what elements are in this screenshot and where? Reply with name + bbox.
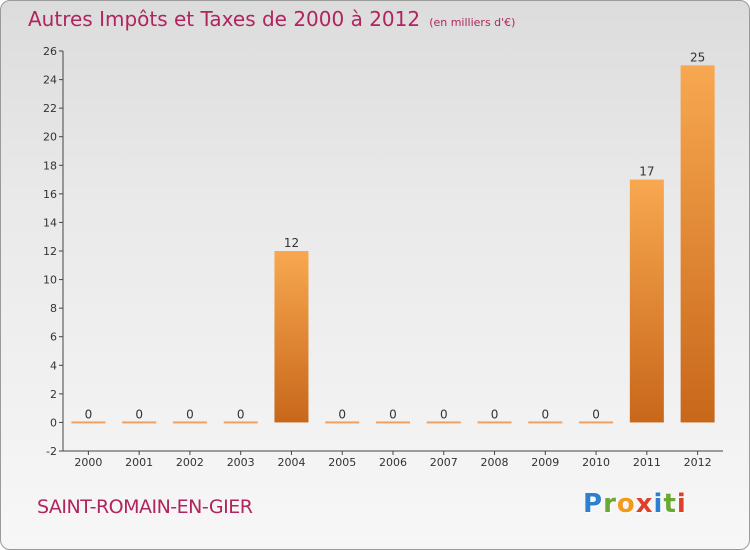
logo-letter: x [635, 489, 654, 519]
bar [680, 65, 715, 423]
y-tick-label: 12 [43, 245, 57, 258]
y-tick-label: 14 [43, 216, 57, 229]
bar [426, 421, 461, 424]
data-label: 0 [135, 407, 143, 421]
y-tick-label: 4 [50, 359, 57, 372]
data-label: 0 [440, 407, 448, 421]
y-tick-label: 0 [50, 416, 57, 429]
bar [477, 421, 512, 424]
y-tick-label: 26 [43, 45, 57, 58]
x-tick-label: 2010 [582, 456, 610, 469]
logo-letter: i [653, 489, 664, 519]
x-tick-label: 2001 [125, 456, 153, 469]
logo-letter: P [583, 489, 604, 519]
x-tick-label: 2011 [633, 456, 661, 469]
x-tick-label: 2003 [227, 456, 255, 469]
data-label: 0 [338, 407, 346, 421]
y-tick-label: 20 [43, 131, 57, 144]
data-label: 0 [491, 407, 499, 421]
data-label: 17 [639, 165, 654, 179]
bar [122, 421, 157, 424]
y-tick-label: 18 [43, 159, 57, 172]
data-label: 0 [592, 407, 600, 421]
x-tick-label: 2006 [379, 456, 407, 469]
bar [376, 421, 410, 424]
x-tick-label: 2007 [430, 456, 458, 469]
bar [172, 421, 207, 424]
x-tick-label: 2004 [277, 456, 305, 469]
title-main: Autres Impôts et Taxes de 2000 à 2012 [28, 7, 421, 31]
bar [223, 421, 258, 424]
y-tick-label: 2 [50, 388, 57, 401]
x-tick-label: 2008 [481, 456, 509, 469]
proxiti-logo: Proxiti [583, 489, 687, 519]
bar [579, 421, 614, 424]
logo-letter: t [663, 489, 677, 519]
x-tick-label: 2012 [684, 456, 712, 469]
data-label: 0 [186, 407, 194, 421]
y-tick-label: 8 [50, 302, 57, 315]
logo-letter: i [676, 489, 687, 519]
data-label: 0 [85, 407, 93, 421]
x-tick-label: 2002 [176, 456, 204, 469]
y-tick-label: 10 [43, 274, 57, 287]
data-label: 12 [284, 236, 299, 250]
bar [528, 421, 563, 424]
data-label: 0 [237, 407, 245, 421]
y-tick-label: 24 [43, 74, 57, 87]
y-tick-label: 22 [43, 102, 57, 115]
bar [325, 421, 360, 424]
data-label: 25 [690, 50, 705, 64]
x-tick-label: 2009 [531, 456, 559, 469]
bar [71, 421, 106, 424]
data-label: 0 [541, 407, 549, 421]
x-tick-label: 2000 [74, 456, 102, 469]
y-tick-label: -2 [46, 445, 57, 458]
y-tick-label: 16 [43, 188, 57, 201]
y-tick-label: 6 [50, 331, 57, 344]
bar [274, 251, 309, 423]
commune-name: SAINT-ROMAIN-EN-GIER [37, 496, 253, 518]
data-label: 0 [389, 407, 397, 421]
title-unit-note: (en milliers d'€) [429, 16, 516, 29]
chart-title: Autres Impôts et Taxes de 2000 à 2012 (e… [28, 7, 515, 31]
bar [629, 179, 664, 423]
x-tick-label: 2005 [328, 456, 356, 469]
logo-letter: r [603, 489, 617, 519]
logo-letter: o [616, 489, 636, 519]
